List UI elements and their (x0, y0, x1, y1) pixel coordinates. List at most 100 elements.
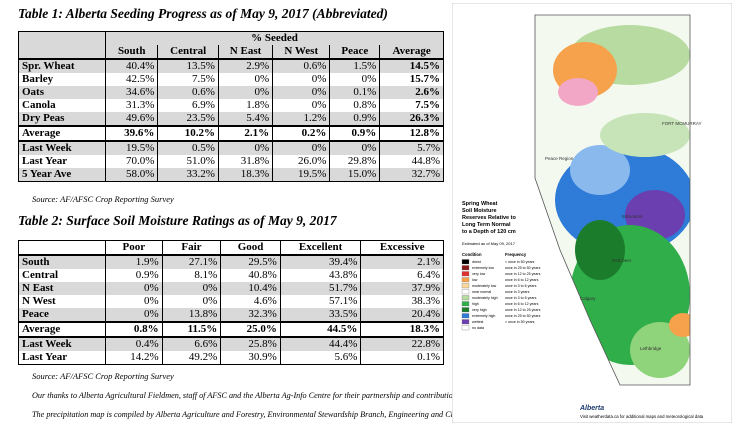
table-row: Last Week 0.4% 6.6% 25.8% 44.4% 22.8% (18, 336, 444, 351)
column-header: N East (217, 45, 274, 59)
cell: 0.6% (272, 59, 331, 73)
row-label: Canola (18, 99, 106, 112)
cell: 58.0% (104, 168, 159, 182)
legend-frequency: once in 25 to 50 years (505, 266, 541, 270)
column-header: Central (157, 45, 219, 59)
legend-frequency: once in 3 years (505, 290, 530, 294)
table-row: Last Week 19.5% 0.5% 0% 0% 0% 5.7% (18, 140, 444, 155)
row-label: N West (18, 295, 106, 308)
footnote: Our thanks to Alberta Agricultural Field… (32, 391, 591, 400)
cell: 5.7% (379, 140, 444, 155)
cell: 0% (329, 140, 381, 155)
cell: 4.6% (220, 295, 281, 308)
cell: 27.1% (161, 255, 222, 269)
cell: 29.5% (220, 255, 281, 269)
seeding-table: % Seeded South Central N East N West Peace Ave… (18, 31, 444, 182)
legend-frequency: once in 3 to 6 years (505, 284, 537, 288)
cell: 31.8% (217, 155, 274, 168)
legend-condition: no data (472, 326, 484, 330)
source: Source: AF/AFSC Crop Reporting Survey (32, 194, 174, 204)
row-label: Last Week (18, 140, 106, 155)
table-row: Central 0.9% 8.1% 40.8% 43.8% 6.4% (18, 269, 444, 282)
cell: 29.8% (329, 155, 381, 168)
row-label: Last Week (18, 336, 106, 351)
cell: 0.8% (329, 99, 381, 112)
column-header: Poor (105, 240, 163, 255)
cell: 49.6% (104, 112, 159, 126)
legend-frequency: once in 6 to 12 years (505, 302, 539, 306)
cell: 26.0% (272, 155, 331, 168)
table-row: Last Year 70.0% 51.0% 31.8% 26.0% 29.8% 44.8% (18, 155, 444, 168)
column-header: Fair (161, 240, 222, 255)
cell: 6.9% (157, 99, 219, 112)
cell: 7.5% (157, 73, 219, 86)
cell: 0.8% (105, 321, 163, 337)
legend-condition: very low (472, 272, 486, 276)
cell: 40.8% (220, 269, 281, 282)
row-label: Last Year (18, 155, 106, 168)
cell: 0% (105, 308, 163, 322)
cell: 0.1% (329, 86, 381, 99)
legend-condition: high (472, 302, 479, 306)
map-title: to a Depth of 120 cm (462, 229, 516, 235)
cell: 22.8% (360, 336, 444, 351)
cell: 43.8% (279, 269, 362, 282)
row-label: Average (18, 125, 106, 141)
cell: 51.7% (279, 282, 362, 295)
table-row: Spr. Wheat 40.4% 13.5% 2.9% 0.6% 1.5% 14.5% (18, 59, 444, 73)
cell: 26.3% (379, 112, 444, 126)
cell: 42.5% (104, 73, 159, 86)
map-title: Reserves Relative to (462, 215, 516, 221)
cell: 13.5% (157, 59, 219, 73)
cell: 14.2% (105, 351, 163, 365)
cell: 0% (161, 282, 222, 295)
table-row: Peace 0% 13.8% 32.3% 33.5% 20.4% (18, 308, 444, 322)
legend-frequency: once in 25 to 50 years (505, 314, 541, 318)
cell: 44.4% (279, 336, 362, 351)
cell: 1.9% (105, 255, 163, 269)
header-row: South Central N East N West Peace Average (18, 45, 444, 59)
legend-swatch (461, 265, 470, 271)
place-label: Calgary (580, 296, 596, 301)
place-label: FORT MCMURRAY (662, 121, 702, 126)
legend-condition: near normal (472, 290, 491, 294)
cell: 37.9% (360, 282, 444, 295)
column-header: Good (220, 240, 281, 255)
cell: 2.6% (379, 86, 444, 99)
cell: 25.8% (220, 336, 281, 351)
cell: 30.9% (220, 351, 281, 365)
cell: 0.1% (360, 351, 444, 365)
legend-swatch (461, 325, 470, 331)
cell: 32.3% (220, 308, 281, 322)
cell: 33.5% (279, 308, 362, 322)
cell: 0.9% (329, 125, 381, 141)
legend-condition: moderately low (472, 284, 497, 288)
cell: 1.5% (329, 59, 381, 73)
legend-condition: wettest (472, 320, 483, 324)
cell: 11.5% (161, 321, 222, 337)
cell: 31.3% (104, 99, 159, 112)
legend-swatch (461, 307, 470, 313)
cell: 0% (105, 295, 163, 308)
table-row: Average 0.8% 11.5% 25.0% 44.5% 18.3% (18, 321, 444, 337)
cell: 0% (272, 86, 331, 99)
cell: 6.4% (360, 269, 444, 282)
legend-swatch (461, 283, 470, 289)
row-label: Last Year (18, 351, 106, 365)
table-row: Canola 31.3% 6.9% 1.8% 0% 0.8% 7.5% (18, 99, 444, 112)
cell: 0.5% (157, 140, 219, 155)
cell: 7.5% (379, 99, 444, 112)
table-row: Dry Peas 49.6% 23.5% 5.4% 1.2% 0.9% 26.3% (18, 112, 444, 126)
cell: 10.4% (220, 282, 281, 295)
legend-condition: moderately high (472, 296, 498, 300)
cell: 0% (217, 86, 274, 99)
row-label: Average (18, 321, 106, 337)
footnote: The precipitation map is compiled by Alb… (32, 410, 529, 419)
legend-frequency: once in 12 to 25 years (505, 272, 541, 276)
cell: 19.5% (104, 140, 159, 155)
legend-swatch (461, 259, 470, 265)
map-estimated: Estimated as of May 09, 2017 (462, 241, 516, 246)
